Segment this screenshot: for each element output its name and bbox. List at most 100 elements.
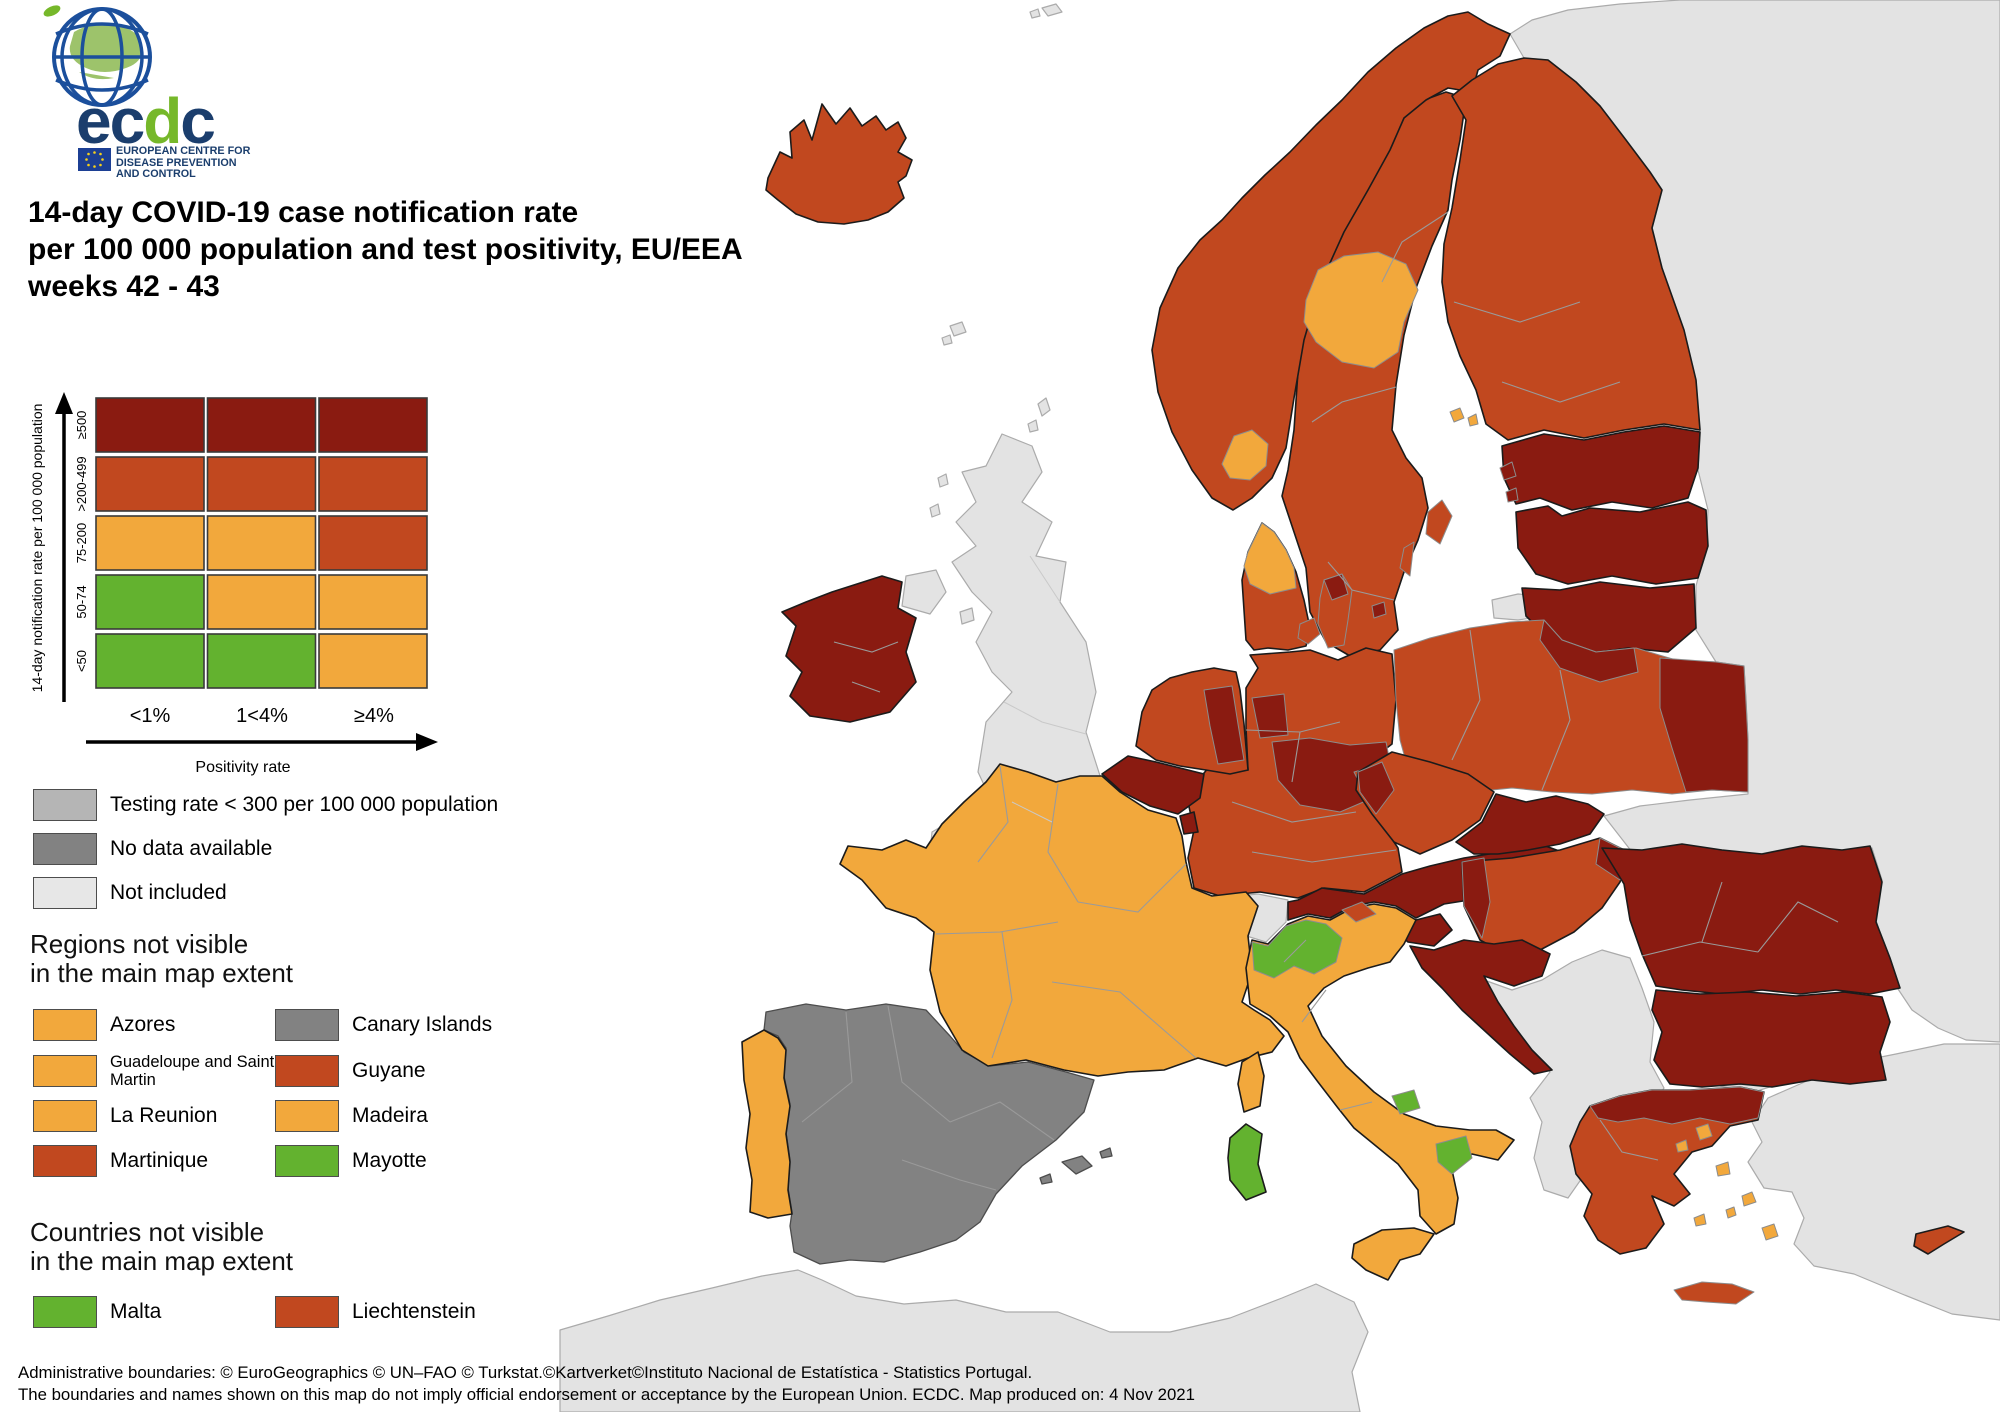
- basilicata-region-region: [1435, 1135, 1473, 1175]
- copenhagen-region-region: [1323, 573, 1349, 601]
- france-region: [839, 763, 1285, 1077]
- finland-region: [1441, 57, 1701, 441]
- region-legend-item-5-label: Madeira: [352, 1104, 428, 1127]
- sweden-central-region-region: [1303, 251, 1419, 369]
- status-legend-item-1-label: No data available: [110, 837, 273, 860]
- region-legend-item-5-swatch: [275, 1100, 339, 1132]
- svg-text:≥500: ≥500: [74, 411, 89, 440]
- romania-region: [1601, 843, 1901, 995]
- status-legend-item-1-swatch: [33, 833, 97, 865]
- germany-northwest-region-region: [1251, 693, 1289, 739]
- legend-cell-r1-c2: [318, 456, 428, 512]
- legend-cell-r2-c2: [318, 515, 428, 571]
- legend-cell-r4-c2: [318, 633, 428, 689]
- svg-text:>200-499: >200-499: [74, 456, 89, 511]
- legend-cell-r3-c1: [206, 574, 317, 630]
- legend-cell-r2-c0: [95, 515, 205, 571]
- legend-cell-r0-c0: [95, 397, 205, 453]
- sweden-region: [1281, 91, 1467, 657]
- cyprus-region: [1913, 1225, 1965, 1255]
- x-axis-label: Positivity rate: [195, 759, 290, 776]
- isle-of-man-region: [959, 607, 975, 625]
- country-legend-item-1-label: Liechtenstein: [352, 1300, 476, 1323]
- region-legend-item-7-label: Mayotte: [352, 1149, 427, 1172]
- logo-d: d: [143, 85, 182, 157]
- ecdc-logo-globe: [43, 5, 152, 107]
- legend-cell-r1-c1: [206, 456, 317, 512]
- poland-northeast-region-region: [1539, 619, 1639, 683]
- notification-rate-tick-labels: ≥500 >200-499 75-200 50-74 <50: [74, 411, 89, 672]
- legend-cell-r4-c1: [206, 633, 317, 689]
- legend-cell-r1-c0: [95, 456, 205, 512]
- legend-cell-r2-c1: [206, 515, 317, 571]
- region-legend-item-0-swatch: [33, 1009, 97, 1041]
- svg-text:75-200: 75-200: [74, 523, 89, 563]
- north-africa-region: [559, 1269, 1369, 1412]
- corsica-region: [1237, 1051, 1265, 1113]
- fyn-region: [1297, 617, 1321, 645]
- svg-text:<1%: <1%: [130, 705, 171, 727]
- greece-north-region-region: [1589, 1086, 1765, 1125]
- y-axis-arrow-icon: [55, 392, 73, 702]
- title-line-1: 14-day COVID-19 case notification rate: [28, 196, 579, 229]
- footer-line-2: The boundaries and names shown on this m…: [18, 1385, 1195, 1404]
- oland-region: [1399, 541, 1415, 577]
- region-legend-item-1-label: Canary Islands: [352, 1013, 493, 1036]
- country-legend-item-1-swatch: [275, 1296, 339, 1328]
- bivariate-legend-matrix: 14-day notification rate per 100 000 pop…: [29, 392, 438, 776]
- uk-region-lines: [1003, 555, 1087, 823]
- x-axis-arrow-icon: [86, 733, 438, 751]
- bulgaria-region: [1651, 989, 1891, 1088]
- hungary-west-region-region: [1461, 857, 1491, 939]
- belgium-region: [1101, 755, 1205, 815]
- molise-region-region: [1391, 1089, 1421, 1115]
- legend-cell-r3-c2: [318, 574, 428, 630]
- footer-line-1: Administrative boundaries: © EuroGeograp…: [18, 1363, 1033, 1382]
- region-legend-item-2-label: Guadeloupe and Saint Martin: [110, 1053, 275, 1089]
- turkey-anatolia-region: [1747, 1043, 2000, 1321]
- region-legend-item-1-swatch: [275, 1009, 339, 1041]
- country-legend-item-0-swatch: [33, 1296, 97, 1328]
- svalbard-region: [1029, 3, 1063, 19]
- countries-legend-heading: Countries not visible in the main map ex…: [30, 1217, 294, 1276]
- y-axis-label: 14-day notification rate per 100 000 pop…: [29, 404, 45, 693]
- sicily-region: [1351, 1227, 1435, 1281]
- svg-text:<50: <50: [74, 650, 89, 672]
- region-legend-item-6-label: Martinique: [110, 1149, 209, 1172]
- region-legend-item-4-swatch: [33, 1100, 97, 1132]
- ireland-region: [781, 575, 917, 723]
- region-legend-item-0-label: Azores: [110, 1013, 176, 1036]
- region-legend-item-3-swatch: [275, 1055, 339, 1087]
- estonia-region: [1501, 425, 1701, 511]
- greek-islands-region: [1675, 1123, 1779, 1241]
- croatia-region: [1409, 939, 1553, 1075]
- region-legend-item-7-swatch: [275, 1145, 339, 1177]
- region-legend-item-3-label: Guyane: [352, 1059, 426, 1082]
- status-legend-item-0-swatch: [33, 789, 97, 821]
- region-legend-item-2-swatch: [33, 1055, 97, 1087]
- country-legend-item-0-label: Malta: [110, 1300, 162, 1323]
- svg-text:1<4%: 1<4%: [236, 705, 288, 727]
- logo-org-name: EUROPEAN CENTRE FOR DISEASE PREVENTION A…: [116, 145, 251, 180]
- legend-cell-r3-c0: [95, 574, 205, 630]
- faroe-islands-region: [941, 321, 967, 346]
- ecdc-logo-wordmark: ecdc: [76, 84, 216, 158]
- iceland-region: [765, 103, 913, 225]
- positivity-rate-tick-labels: <1% 1<4% ≥4%: [130, 705, 394, 727]
- netherlands-east-region-region: [1203, 685, 1245, 765]
- portugal-region: [741, 1029, 793, 1219]
- latvia-region: [1515, 501, 1709, 585]
- czechia-region: [1355, 751, 1495, 855]
- denmark-north-region-region: [1243, 522, 1297, 595]
- legend-cell-r0-c2: [318, 397, 428, 453]
- footer-credits: Administrative boundaries: © EuroGeograp…: [18, 1362, 1195, 1406]
- sardinia-region: [1227, 1123, 1267, 1201]
- title-line-3: weeks 42 - 43: [28, 270, 220, 303]
- luxembourg-region: [1179, 811, 1199, 835]
- aland-islands-region: [1449, 407, 1479, 427]
- czechia-west-region-region: [1357, 761, 1395, 815]
- svg-text:≥4%: ≥4%: [354, 705, 394, 727]
- region-legend-item-4-label: La Reunion: [110, 1104, 218, 1127]
- title-line-2: per 100 000 population and test positivi…: [28, 233, 743, 266]
